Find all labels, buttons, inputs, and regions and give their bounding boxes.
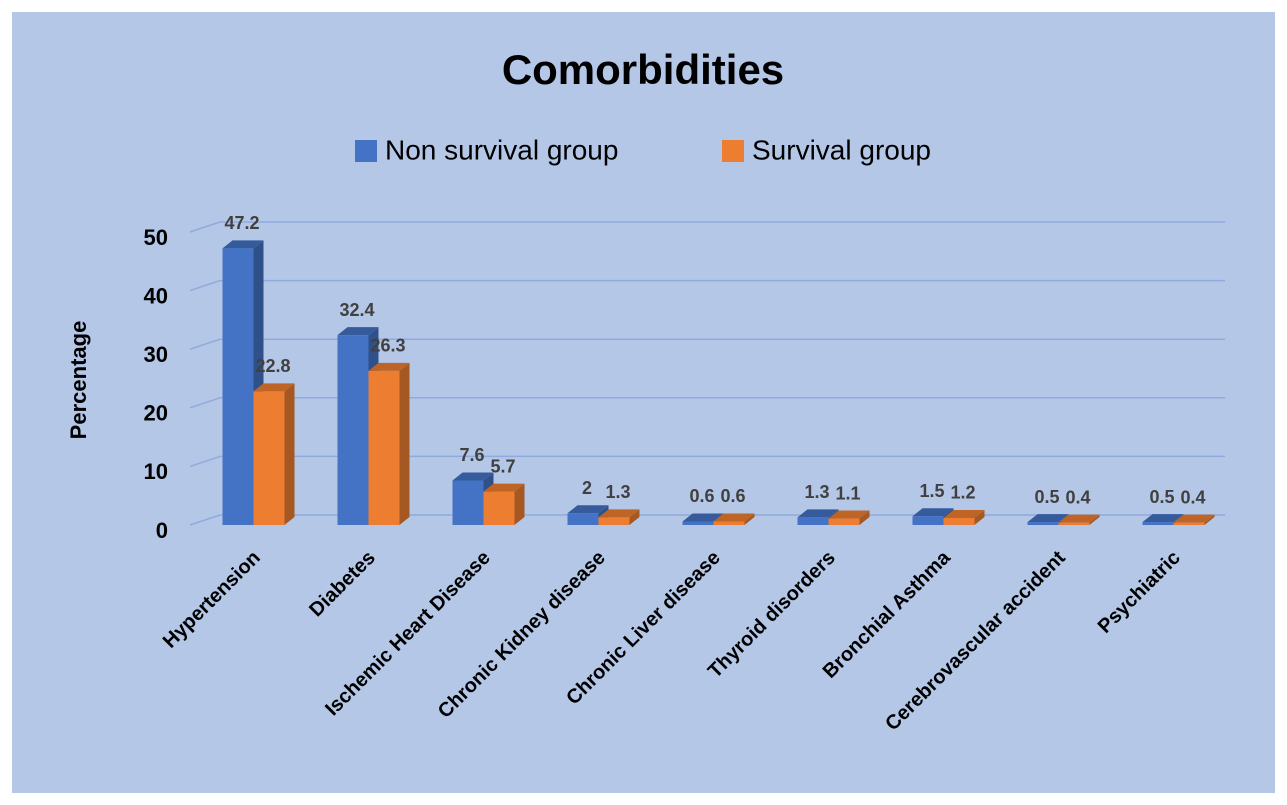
bar-top (682, 513, 724, 522)
value-label: 5.7 (490, 456, 515, 476)
value-label: 1.2 (950, 483, 975, 503)
bar (483, 491, 515, 525)
bar (713, 521, 745, 525)
y-tick-label: 30 (144, 342, 168, 367)
bar-top (912, 508, 954, 517)
value-label: 22.8 (255, 356, 290, 376)
bar-top (1142, 514, 1184, 523)
bar-top (368, 362, 410, 371)
bar (337, 335, 369, 525)
bar-side (629, 509, 640, 525)
grid-line (189, 455, 221, 468)
value-label: 7.6 (459, 445, 484, 465)
legend-swatch (355, 140, 377, 162)
legend-swatch (722, 140, 744, 162)
bar-top (337, 327, 379, 336)
value-label: 1.1 (835, 483, 860, 503)
bar-top (452, 472, 494, 481)
bar-side (399, 362, 410, 525)
value-label: 2 (582, 478, 592, 498)
bar (797, 517, 829, 525)
bar (1058, 522, 1090, 525)
bar-top (943, 509, 985, 518)
background (12, 12, 1275, 793)
bar (567, 513, 599, 525)
legend-label: Survival group (752, 134, 931, 165)
bar (452, 480, 484, 525)
bar (222, 248, 254, 525)
value-label: 32.4 (339, 300, 374, 320)
bar (828, 518, 860, 525)
bar-top (1058, 514, 1100, 523)
chart-title: Comorbidities (502, 46, 784, 93)
y-tick-label: 20 (144, 401, 168, 426)
y-tick-label: 0 (156, 518, 168, 543)
bar-top (1173, 514, 1215, 523)
bar-top (797, 509, 839, 518)
bar-side (1089, 514, 1100, 525)
grid-line (189, 338, 221, 350)
value-label: 0.4 (1180, 487, 1205, 507)
bar (1142, 522, 1174, 525)
value-label: 0.6 (689, 486, 714, 506)
value-label: 47.2 (224, 213, 259, 233)
value-label: 1.5 (919, 481, 944, 501)
bar (1027, 522, 1059, 525)
value-label: 0.5 (1034, 487, 1059, 507)
bar (912, 516, 944, 525)
bar-top (598, 509, 640, 518)
bar-top (253, 383, 295, 392)
grid-line (189, 221, 221, 233)
bar-side (284, 383, 295, 525)
bar-top (828, 510, 870, 519)
bar-side (859, 510, 870, 525)
bar-top (1027, 514, 1069, 523)
bar-top (483, 483, 525, 492)
value-label: 0.5 (1149, 487, 1174, 507)
bar-side (974, 509, 985, 525)
bar (368, 370, 400, 525)
value-label: 0.4 (1065, 487, 1090, 507)
bar-top (713, 513, 755, 522)
grid-line (189, 514, 221, 526)
bar (1173, 522, 1205, 525)
value-label: 1.3 (605, 482, 630, 502)
bar (943, 517, 975, 525)
grid-line (189, 397, 221, 409)
bar (682, 521, 714, 525)
bar-top (567, 505, 609, 514)
bar-side (1204, 514, 1215, 525)
bar-side (514, 483, 525, 525)
bar (598, 517, 630, 525)
value-label: 1.3 (804, 482, 829, 502)
y-axis-title: Percentage (66, 321, 91, 440)
y-tick-label: 40 (144, 283, 168, 308)
y-tick-label: 50 (144, 225, 168, 250)
grid-line (189, 279, 221, 292)
legend-label: Non survival group (385, 134, 618, 165)
value-label: 26.3 (370, 336, 405, 356)
bar-side (744, 513, 755, 525)
value-label: 0.6 (720, 486, 745, 506)
y-tick-label: 10 (144, 459, 168, 484)
bar (253, 391, 285, 525)
bar-top (222, 240, 264, 249)
